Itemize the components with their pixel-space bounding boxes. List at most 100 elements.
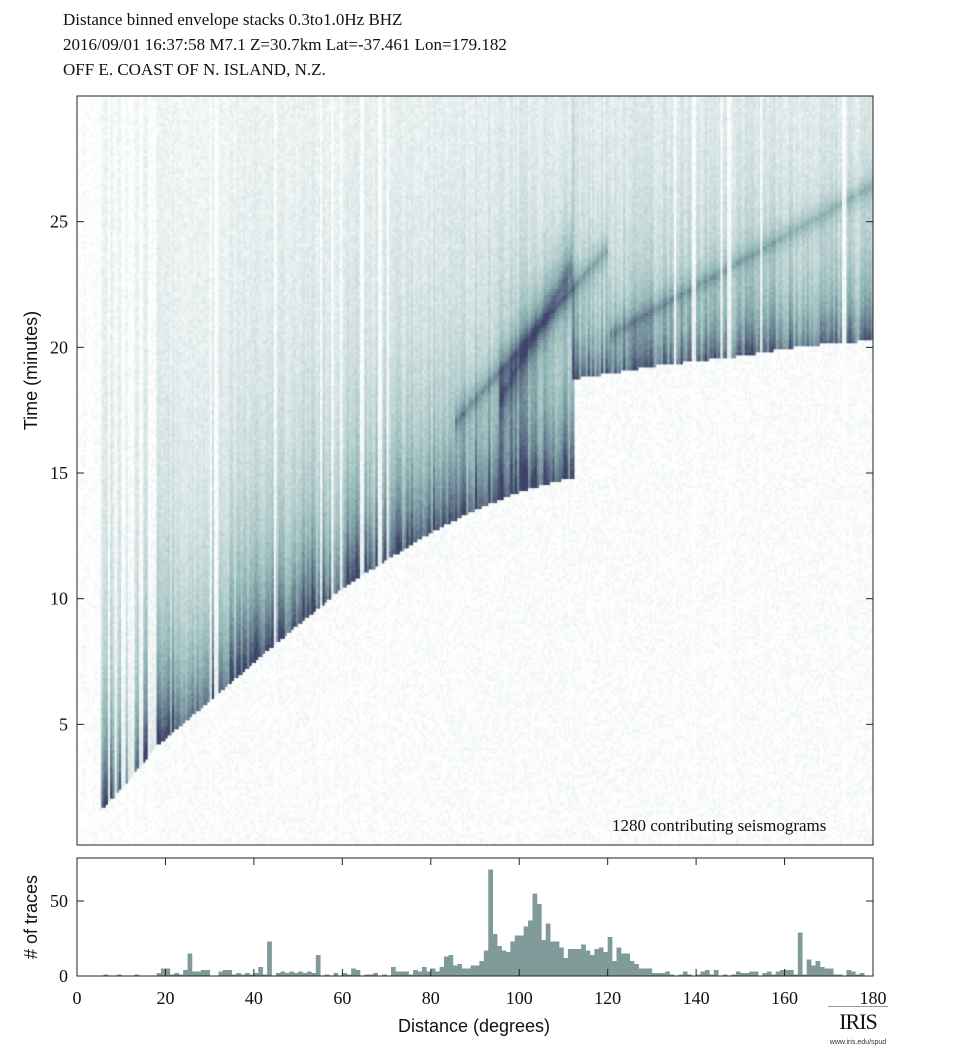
histogram-bar xyxy=(780,970,785,976)
histogram-bar xyxy=(855,974,861,976)
histogram-bar xyxy=(682,971,688,976)
histogram-bar xyxy=(634,964,639,976)
histogram-bar xyxy=(475,965,480,976)
heatmap-frame xyxy=(76,95,874,846)
event-info: 2016/09/01 16:37:58 M7.1 Z=30.7km Lat=-3… xyxy=(63,35,507,54)
histogram-bar xyxy=(461,968,467,976)
logo-text: IRIS xyxy=(839,1009,878,1034)
histogram-bar xyxy=(687,974,692,976)
histogram-bar xyxy=(355,970,361,976)
histogram-bar xyxy=(448,955,454,976)
histogram-bar xyxy=(457,964,463,976)
histogram-bar xyxy=(536,904,542,976)
histogram-bar xyxy=(567,949,573,976)
histogram-bar xyxy=(766,971,772,976)
histogram-bar xyxy=(589,955,595,976)
histogram-bar xyxy=(749,971,754,976)
histogram-bar xyxy=(775,971,781,976)
histogram-bar xyxy=(413,970,418,976)
histogram-bar xyxy=(421,967,427,976)
histogram-bar xyxy=(191,971,197,976)
y-tick-label: 5 xyxy=(59,714,68,734)
histogram-bar xyxy=(850,971,856,976)
histogram-bar xyxy=(793,974,799,976)
histogram-bar xyxy=(333,973,339,976)
histogram-bar xyxy=(161,968,166,976)
event-region: OFF E. COAST OF N. ISLAND, N.Z. xyxy=(63,60,326,79)
histogram-bar xyxy=(788,970,794,976)
histogram-bar xyxy=(629,961,635,976)
envelope-heatmap xyxy=(77,96,873,845)
histogram-bar xyxy=(859,973,865,976)
histogram-bar xyxy=(510,941,516,976)
histogram-bar xyxy=(417,971,423,976)
histogram-bar xyxy=(643,968,648,976)
histogram-bar xyxy=(306,971,312,976)
histogram-bar xyxy=(497,946,502,976)
histogram-bar xyxy=(523,926,529,976)
histogram-bar xyxy=(103,974,109,976)
x-tick-label: 160 xyxy=(771,988,798,1008)
histogram-bar xyxy=(262,974,268,976)
histogram-bar xyxy=(156,973,162,976)
histogram-bar xyxy=(183,970,188,976)
y-tick-label: 10 xyxy=(50,589,68,609)
histogram-bar xyxy=(267,941,272,976)
histogram-bar xyxy=(651,973,657,976)
histogram-bar xyxy=(625,953,631,976)
histogram-bar xyxy=(519,935,524,976)
x-tick-label: 40 xyxy=(245,988,263,1008)
histogram-bar xyxy=(165,968,171,976)
contributing-seismograms-label: 1280 contributing seismograms xyxy=(612,816,827,835)
histogram-bar xyxy=(205,970,210,976)
histogram-bar xyxy=(258,967,264,976)
histogram-bar xyxy=(174,973,180,976)
histogram-bar xyxy=(541,940,547,976)
histogram-bar xyxy=(187,953,193,976)
histogram-bar xyxy=(744,973,750,976)
histogram-bar xyxy=(824,968,830,976)
histogram-bar xyxy=(700,971,706,976)
histogram-bar xyxy=(528,920,533,976)
histogram-bar xyxy=(660,973,666,976)
histogram-bar xyxy=(594,949,600,976)
histogram-bar xyxy=(439,967,445,976)
x-tick-label: 80 xyxy=(422,988,440,1008)
histogram-bar xyxy=(576,949,582,976)
histogram-bar xyxy=(426,971,432,976)
histogram-bar xyxy=(470,965,476,976)
histogram-bar xyxy=(722,974,728,976)
histogram-bar xyxy=(581,944,586,976)
histogram-bar xyxy=(280,971,286,976)
histogram-bar xyxy=(802,974,807,976)
histogram-bar xyxy=(324,974,330,976)
histogram-bar xyxy=(532,893,538,976)
histogram-bar xyxy=(302,973,308,976)
histogram-bar xyxy=(479,961,485,976)
histogram-bar xyxy=(656,973,662,976)
histogram-bar xyxy=(709,974,715,976)
histogram-bar xyxy=(399,971,405,976)
y-tick-label: 20 xyxy=(50,337,68,357)
histogram-bar xyxy=(797,932,803,976)
x-tick-label: 60 xyxy=(333,988,351,1008)
histogram-bar xyxy=(678,974,684,976)
histogram-bar xyxy=(833,974,838,976)
histogram-bar xyxy=(815,961,821,976)
y-tick-label: 15 xyxy=(50,463,68,483)
iris-logo: IRIS www.iris.edu/spud xyxy=(816,1006,900,1048)
histogram-bar xyxy=(245,973,250,976)
histogram-bar xyxy=(492,934,498,976)
histogram-bar xyxy=(616,947,622,976)
histogram-bar xyxy=(134,974,140,976)
histogram-bar xyxy=(828,968,834,976)
histogram-bar xyxy=(364,974,370,976)
histogram-bar xyxy=(222,970,228,976)
histogram-bar xyxy=(488,869,493,976)
histogram-bar xyxy=(585,950,591,976)
histogram-bar xyxy=(373,973,379,976)
histogram-bar xyxy=(501,950,507,976)
histogram-bar xyxy=(811,965,816,976)
histogram-bar xyxy=(603,952,608,976)
histogram-bar xyxy=(227,970,233,976)
